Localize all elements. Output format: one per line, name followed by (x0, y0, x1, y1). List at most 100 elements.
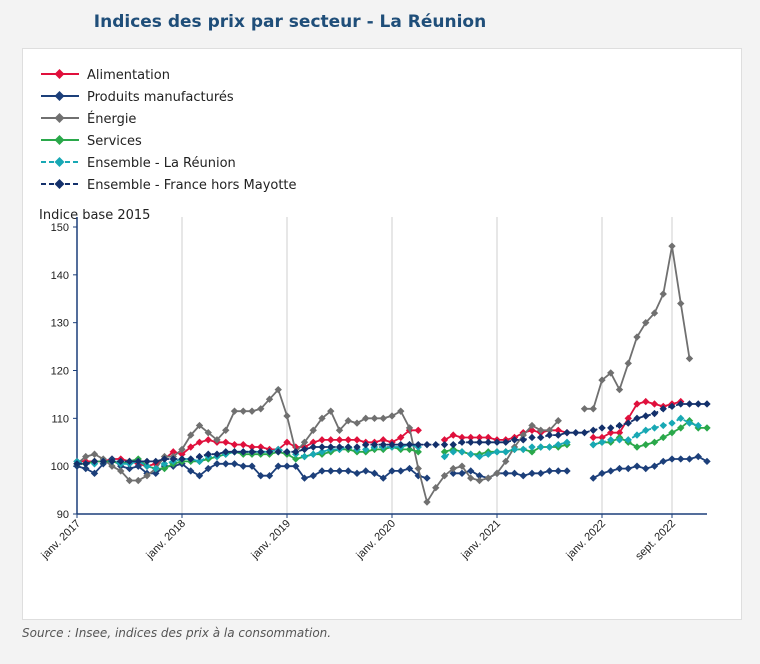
chart-svg: Alimentation Produits manufacturés Énergie… (39, 68, 711, 563)
data-point (502, 469, 510, 478)
data-point (703, 457, 711, 466)
data-point (440, 440, 449, 449)
data-point (458, 433, 466, 442)
data-point (230, 448, 239, 456)
data-point (248, 443, 256, 451)
data-point (335, 467, 344, 475)
data-point (379, 440, 387, 449)
data-point (677, 400, 685, 408)
data-point (257, 443, 265, 451)
data-point (432, 484, 440, 492)
data-point (607, 436, 615, 444)
data-point (694, 421, 702, 430)
data-point (283, 438, 291, 446)
data-point (362, 467, 370, 475)
data-point (274, 448, 282, 456)
data-point (598, 424, 606, 432)
data-point (440, 436, 449, 444)
data-point (493, 448, 501, 456)
data-point (703, 424, 711, 432)
data-point (519, 445, 527, 454)
data-point (685, 455, 694, 463)
legend-item: Énergie (41, 111, 136, 127)
data-point (73, 460, 81, 468)
data-point (449, 469, 457, 478)
data-point (239, 440, 247, 449)
legend-label: Services (87, 134, 142, 149)
data-point (353, 436, 361, 444)
data-point (265, 395, 274, 403)
data-point (615, 429, 624, 437)
data-point (642, 318, 650, 327)
data-point (90, 457, 99, 466)
data-point (309, 472, 317, 480)
data-point (572, 429, 580, 437)
data-point (397, 407, 405, 415)
data-point (659, 433, 667, 442)
data-point (598, 376, 606, 384)
data-point (370, 414, 379, 423)
data-point (633, 443, 641, 451)
data-point (615, 421, 624, 430)
data-point (222, 438, 230, 446)
legend-item: Ensemble - France hors Mayotte (41, 178, 297, 193)
data-point (318, 414, 326, 423)
series (73, 400, 711, 468)
data-point (204, 450, 212, 458)
data-point (248, 407, 256, 415)
y-tick-label: 130 (51, 318, 69, 330)
data-point (537, 426, 545, 434)
data-point (475, 433, 484, 442)
data-point (327, 436, 335, 444)
data-point (239, 462, 247, 470)
data-point (624, 359, 632, 368)
data-point (318, 436, 326, 444)
data-point (537, 433, 545, 442)
data-point (292, 455, 300, 463)
data-point (528, 469, 536, 478)
data-point (134, 476, 142, 485)
data-point (545, 426, 554, 434)
data-point (484, 450, 492, 458)
data-point (230, 440, 239, 449)
data-point (265, 448, 274, 456)
data-point (545, 467, 554, 475)
data-point (414, 426, 422, 434)
data-point (677, 299, 685, 308)
legend-item: Alimentation (41, 68, 170, 83)
data-point (335, 426, 344, 434)
data-point (475, 472, 484, 480)
data-point (195, 452, 204, 461)
data-point (642, 426, 650, 434)
data-point (335, 436, 344, 444)
data-point (467, 438, 475, 446)
data-point (633, 414, 641, 423)
data-point (677, 424, 685, 432)
data-point (607, 467, 615, 475)
data-point (668, 419, 676, 427)
x-tick-label: sept. 2022 (633, 518, 678, 563)
data-point (143, 457, 151, 466)
data-point (685, 419, 694, 427)
legend-swatch-marker (54, 135, 65, 145)
data-point (668, 402, 676, 411)
chart-panel: Alimentation Produits manufacturés Énergie… (22, 48, 742, 620)
data-point (554, 467, 562, 475)
x-ticks: janv. 2017 janv. 2018 janv. 2019 janv. 2020… (39, 514, 678, 563)
data-point (187, 431, 195, 439)
data-point (440, 452, 449, 461)
data-point (624, 414, 632, 423)
data-point (449, 448, 457, 456)
data-point (344, 417, 352, 425)
data-point (580, 429, 589, 437)
data-point (475, 438, 484, 446)
data-point (169, 448, 177, 456)
series-line (77, 446, 419, 470)
data-point (283, 412, 291, 420)
data-point (213, 450, 221, 458)
data-point (397, 433, 405, 442)
y-ticks: 90 100 110 120 130 140 150 (51, 222, 77, 521)
data-point (423, 440, 431, 449)
data-point (589, 474, 597, 482)
data-point (292, 448, 300, 456)
